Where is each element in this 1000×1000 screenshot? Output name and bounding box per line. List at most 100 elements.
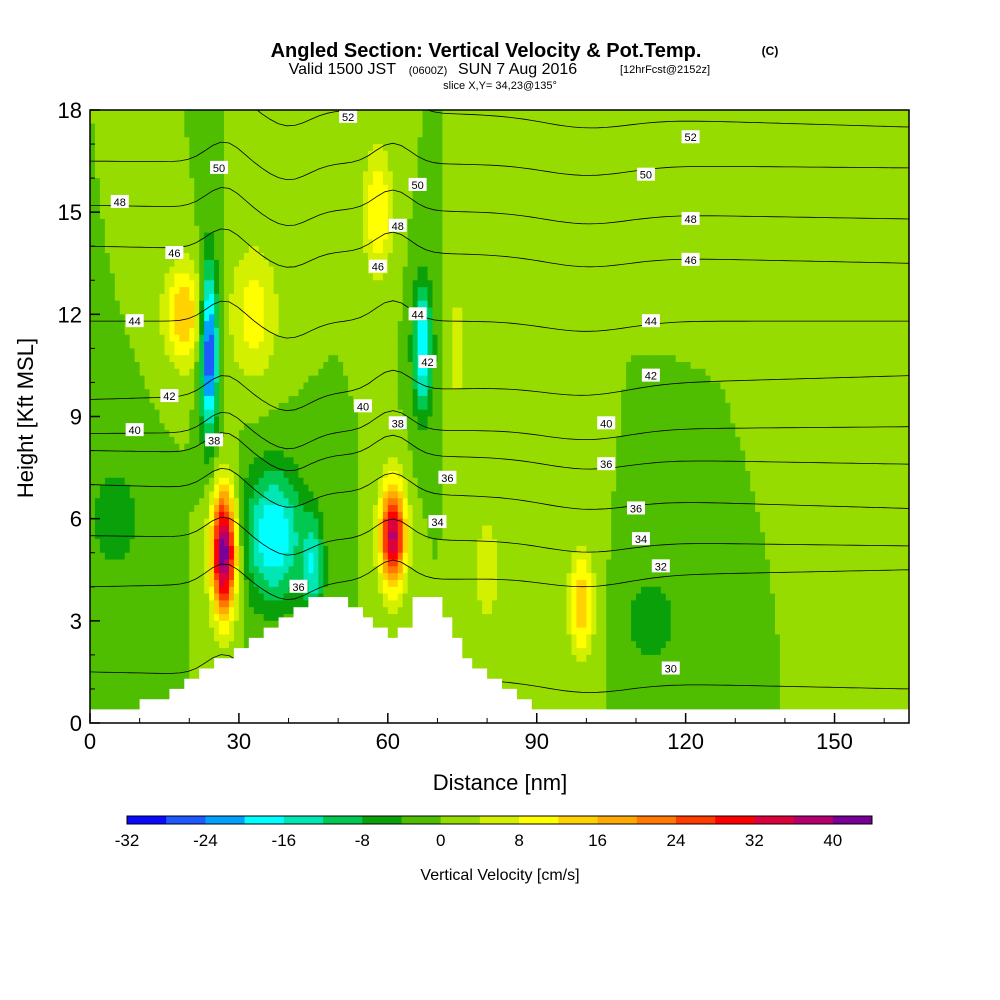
velocity-cell [671, 199, 677, 206]
velocity-cell [552, 273, 558, 280]
velocity-cell [393, 151, 399, 158]
velocity-cell [204, 164, 210, 171]
velocity-cell [472, 185, 478, 192]
velocity-cell [701, 137, 707, 144]
velocity-cell [155, 219, 161, 226]
velocity-cell [90, 260, 96, 267]
velocity-cell [284, 205, 290, 212]
velocity-cell [184, 287, 190, 294]
velocity-cell [696, 110, 702, 117]
velocity-cell [815, 178, 821, 185]
velocity-cell [755, 287, 761, 294]
velocity-cell [432, 199, 438, 206]
velocity-cell [656, 144, 662, 151]
velocity-cell [720, 199, 726, 206]
velocity-cell [616, 219, 622, 226]
velocity-cell [194, 185, 200, 192]
velocity-cell [323, 192, 329, 199]
velocity-cell [725, 110, 731, 117]
velocity-cell [105, 301, 111, 308]
velocity-cell [115, 219, 121, 226]
velocity-cell [447, 267, 453, 274]
velocity-cell [596, 280, 602, 287]
velocity-cell [770, 253, 776, 260]
velocity-cell [244, 301, 250, 308]
velocity-cell [497, 117, 503, 124]
velocity-cell [646, 253, 652, 260]
velocity-cell [552, 308, 558, 315]
velocity-cell [333, 185, 339, 192]
velocity-cell [889, 205, 895, 212]
velocity-cell [840, 144, 846, 151]
velocity-cell [249, 233, 255, 240]
velocity-cell [527, 137, 533, 144]
velocity-cell [447, 144, 453, 151]
velocity-cell [725, 246, 731, 253]
velocity-cell [591, 185, 597, 192]
velocity-cell [562, 287, 568, 294]
velocity-cell [636, 117, 642, 124]
velocity-cell [626, 137, 632, 144]
velocity-cell [596, 219, 602, 226]
velocity-cell [403, 253, 409, 260]
velocity-cell [631, 110, 637, 117]
velocity-cell [696, 267, 702, 274]
velocity-cell [532, 301, 538, 308]
velocity-cell [264, 246, 270, 253]
velocity-cell [686, 192, 692, 199]
velocity-cell [333, 124, 339, 131]
velocity-cell [696, 301, 702, 308]
velocity-cell [159, 239, 165, 246]
velocity-cell [552, 239, 558, 246]
velocity-cell [621, 246, 627, 253]
velocity-cell [567, 273, 573, 280]
velocity-cell [462, 144, 468, 151]
velocity-cell [869, 171, 875, 178]
velocity-cell [383, 130, 389, 137]
velocity-cell [517, 185, 523, 192]
velocity-cell [864, 294, 870, 301]
velocity-cell [259, 185, 265, 192]
velocity-cell [701, 239, 707, 246]
velocity-cell [775, 301, 781, 308]
velocity-cell [199, 130, 205, 137]
velocity-cell [467, 110, 473, 117]
velocity-cell [343, 130, 349, 137]
velocity-cell [532, 219, 538, 226]
velocity-cell [244, 314, 250, 321]
velocity-cell [661, 130, 667, 137]
velocity-cell [155, 130, 161, 137]
velocity-cell [338, 233, 344, 240]
velocity-cell [601, 226, 607, 233]
velocity-cell [338, 301, 344, 308]
velocity-cell [522, 239, 528, 246]
velocity-cell [765, 144, 771, 151]
velocity-cell [636, 124, 642, 131]
velocity-cell [432, 273, 438, 280]
velocity-cell [164, 273, 170, 280]
velocity-cell [864, 260, 870, 267]
velocity-cell [835, 294, 841, 301]
velocity-cell [576, 239, 582, 246]
velocity-cell [105, 308, 111, 315]
velocity-cell [552, 164, 558, 171]
velocity-cell [676, 124, 682, 131]
velocity-cell [130, 137, 136, 144]
velocity-cell [219, 117, 225, 124]
velocity-cell [507, 246, 513, 253]
velocity-cell [815, 233, 821, 240]
velocity-cell [780, 199, 786, 206]
velocity-cell [189, 294, 195, 301]
velocity-cell [562, 199, 568, 206]
velocity-cell [795, 144, 801, 151]
velocity-cell [760, 158, 766, 165]
velocity-cell [894, 219, 900, 226]
velocity-cell [125, 171, 131, 178]
velocity-cell [686, 246, 692, 253]
velocity-cell [552, 280, 558, 287]
velocity-cell [214, 151, 220, 158]
velocity-cell [437, 233, 443, 240]
velocity-cell [388, 267, 394, 274]
velocity-cell [437, 239, 443, 246]
velocity-cell [279, 117, 285, 124]
